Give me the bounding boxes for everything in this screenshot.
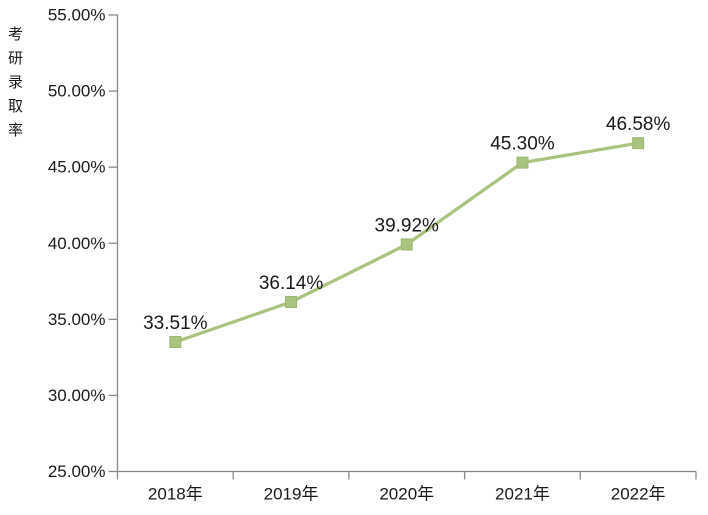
y-axis-title: 考研录取率 [7, 26, 23, 139]
data-point-marker [516, 156, 529, 169]
data-label: 39.92% [375, 215, 440, 236]
data-label: 36.14% [259, 273, 324, 294]
y-tick-label: 25.00% [48, 462, 106, 481]
data-point-marker [400, 238, 413, 251]
y-tick-label: 55.00% [48, 6, 106, 25]
x-axis-label: 2021年 [495, 485, 550, 504]
data-point-marker [285, 295, 298, 308]
y-tick-label: 50.00% [48, 82, 106, 101]
y-tick-label: 35.00% [48, 310, 106, 329]
y-tick-label: 40.00% [48, 234, 106, 253]
x-axis-label: 2022年 [611, 485, 666, 504]
y-tick-label: 45.00% [48, 158, 106, 177]
data-label: 33.51% [143, 313, 208, 334]
data-label: 46.58% [606, 114, 671, 135]
y-tick-label: 30.00% [48, 386, 106, 405]
x-axis-label: 2018年 [148, 485, 203, 504]
x-axis-label: 2019年 [264, 485, 319, 504]
data-point-marker [169, 336, 182, 349]
x-axis-label: 2020年 [379, 485, 434, 504]
data-label: 45.30% [490, 134, 555, 155]
data-point-marker [632, 137, 645, 150]
